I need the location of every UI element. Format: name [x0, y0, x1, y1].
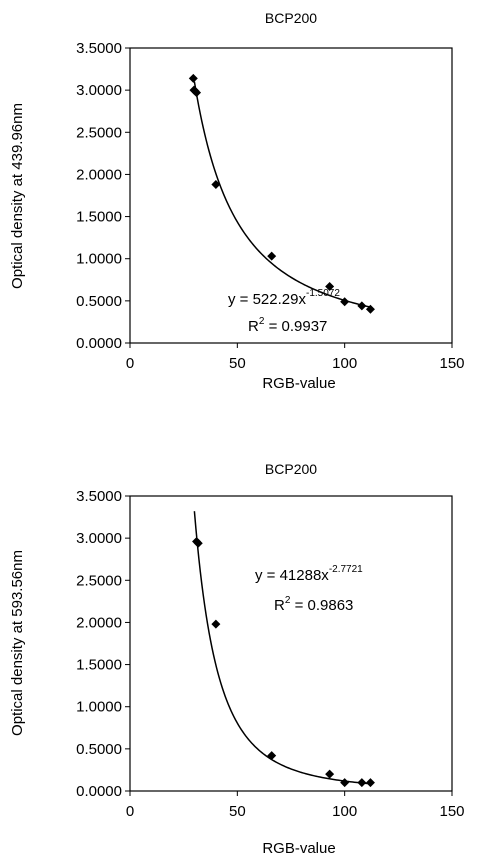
- chart-1-r-sup: 2: [259, 316, 265, 327]
- chart-1-trendline: [193, 81, 371, 308]
- chart-1-y-axis: 0.0000 0.5000 1.0000 1.5000 2.0000 2.5000 3.00…: [76, 40, 130, 352]
- chart-2-y-tick-label: 3.5000: [76, 488, 122, 505]
- chart-1-equation-base: y = 522.29x: [228, 291, 306, 308]
- chart-1-data-point: [365, 304, 375, 314]
- chart-1-y-tick-label: 0.0000: [76, 335, 122, 352]
- chart-2-r-value: = 0.9863: [290, 597, 353, 614]
- chart-2-y-tick-label: 0.5000: [76, 741, 122, 758]
- chart-2-data-point: [325, 769, 335, 779]
- chart-2-x-tick-label: 100: [332, 803, 357, 820]
- chart-2-data-points: [192, 537, 375, 788]
- chart-2-x-axis-label: RGB-value: [262, 840, 335, 857]
- chart-2-y-axis-label: Optical density at 593.56nm: [9, 550, 26, 736]
- chart-1-r-value: = 0.9937: [264, 318, 327, 335]
- chart-2-x-tick-label: 50: [229, 803, 246, 820]
- chart-2-x-axis: 0 50 100 150: [126, 791, 465, 820]
- chart-2-trend-equation: y = 41288x-2.7721: [255, 564, 363, 584]
- chart-1-y-tick-label: 2.5000: [76, 124, 122, 141]
- chart-1-y-tick-label: 1.0000: [76, 251, 122, 268]
- chart-2-data-point: [211, 619, 221, 629]
- chart-2-plot-area: [129, 495, 453, 792]
- chart-1-y-tick-label: 3.5000: [76, 40, 122, 57]
- chart-2: BCP200 0.0000 0.5000 1.0000 1.5000 2.0000 2.5…: [9, 461, 465, 857]
- chart-1-equation-exponent: -1.5072: [306, 288, 340, 299]
- chart-1-x-tick-label: 150: [439, 355, 464, 372]
- chart-2-y-tick-label: 2.0000: [76, 614, 122, 631]
- chart-1-x-axis: 0 50 100 150: [126, 343, 465, 372]
- chart-1-data-point: [211, 180, 221, 190]
- chart-1-x-tick-label: 0: [126, 355, 134, 372]
- chart-1-r-squared: R2 = 0.9937: [248, 316, 327, 335]
- chart-2-trendline: [193, 511, 371, 785]
- chart-2-r-squared: R2 = 0.9863: [274, 595, 353, 614]
- chart-1-data-point: [267, 251, 277, 261]
- chart-2-data-point: [357, 778, 367, 788]
- chart-1-trend-equation: y = 522.29x-1.5072: [228, 288, 340, 308]
- chart-1-data-points: [188, 73, 375, 314]
- chart-1-plot-area: [129, 47, 453, 344]
- chart-2-x-tick-label: 150: [439, 803, 464, 820]
- chart-1-data-point: [357, 301, 367, 311]
- chart-2-data-point: [365, 778, 375, 788]
- chart-2-y-tick-label: 3.0000: [76, 530, 122, 547]
- chart-2-equation-exponent: -2.7721: [329, 564, 363, 575]
- chart-1-r-label: R: [248, 318, 259, 335]
- chart-2-y-tick-label: 1.5000: [76, 657, 122, 674]
- chart-1-data-point: [188, 73, 198, 83]
- chart-1-data-point: [325, 282, 335, 292]
- chart-2-equation-base: y = 41288x: [255, 567, 329, 584]
- chart-2-data-point: [267, 751, 277, 761]
- chart-2-y-tick-label: 0.0000: [76, 783, 122, 800]
- chart-2-title: BCP200: [265, 461, 317, 477]
- chart-2-y-tick-label: 1.0000: [76, 699, 122, 716]
- chart-1-x-axis-label: RGB-value: [262, 375, 335, 392]
- chart-1: BCP200 0.0000 0.5000 1.0000 1.5000 2.0000 2.5…: [9, 10, 465, 392]
- chart-1-y-tick-label: 1.5000: [76, 209, 122, 226]
- chart-2-data-point: [340, 778, 350, 788]
- chart-1-x-tick-label: 100: [332, 355, 357, 372]
- chart-2-r-label: R: [274, 597, 285, 614]
- chart-2-data-point: [193, 538, 203, 548]
- chart-1-data-point: [340, 297, 350, 307]
- chart-2-y-axis: 0.0000 0.5000 1.0000 1.5000 2.0000 2.5000 3.00…: [76, 488, 130, 800]
- chart-1-y-tick-label: 2.0000: [76, 166, 122, 183]
- chart-2-y-tick-label: 2.5000: [76, 572, 122, 589]
- chart-1-y-tick-label: 3.0000: [76, 82, 122, 99]
- chart-1-title: BCP200: [265, 10, 317, 26]
- chart-1-x-tick-label: 50: [229, 355, 246, 372]
- chart-1-data-point: [192, 88, 202, 98]
- chart-1-y-axis-label: Optical density at 439.96nm: [9, 103, 26, 289]
- chart-2-x-tick-label: 0: [126, 803, 134, 820]
- chart-2-r-sup: 2: [285, 595, 291, 606]
- chart-1-y-tick-label: 0.5000: [76, 293, 122, 310]
